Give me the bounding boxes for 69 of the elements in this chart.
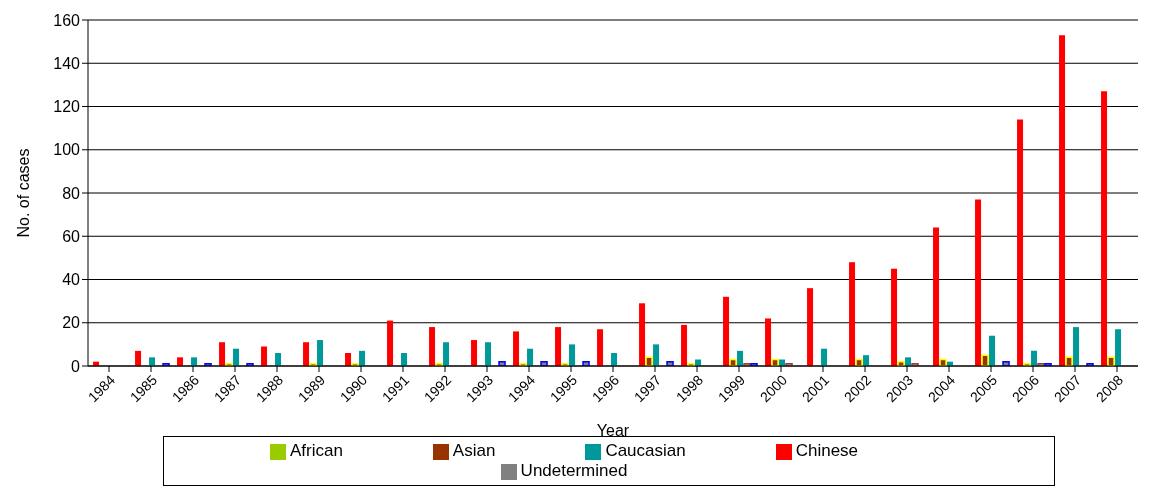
bar bbox=[771, 358, 779, 366]
bar bbox=[939, 358, 947, 366]
y-tick-label: 120 bbox=[53, 98, 81, 116]
bar bbox=[645, 356, 653, 366]
bar bbox=[849, 262, 856, 366]
bar bbox=[1031, 350, 1038, 366]
bar bbox=[723, 296, 730, 366]
y-tick-label: 40 bbox=[62, 271, 81, 289]
bar bbox=[191, 357, 198, 366]
bar bbox=[681, 324, 688, 366]
bar bbox=[729, 358, 737, 366]
bar bbox=[387, 320, 394, 366]
bar bbox=[863, 355, 870, 366]
y-tick-label: 140 bbox=[53, 54, 81, 72]
bar bbox=[569, 344, 576, 366]
y-tick-label: 0 bbox=[71, 357, 81, 375]
y-axis-title: No. of cases bbox=[14, 148, 32, 238]
bar bbox=[933, 227, 940, 366]
bar bbox=[891, 268, 898, 366]
bar bbox=[1059, 35, 1066, 366]
bar bbox=[303, 342, 310, 366]
bar bbox=[855, 358, 863, 366]
bar bbox=[219, 342, 226, 366]
bar bbox=[807, 288, 814, 366]
bar bbox=[149, 357, 156, 366]
y-tick-label: 80 bbox=[62, 184, 81, 202]
bar bbox=[555, 327, 562, 366]
bar bbox=[821, 348, 828, 366]
bar bbox=[513, 331, 520, 366]
legend-label: Caucasian bbox=[605, 441, 686, 460]
legend-label: Undetermined bbox=[520, 461, 628, 480]
bar bbox=[975, 199, 982, 366]
bar bbox=[401, 353, 408, 366]
bar bbox=[485, 342, 492, 366]
bar bbox=[177, 357, 184, 366]
bar bbox=[597, 329, 604, 366]
bar bbox=[261, 346, 268, 366]
bar bbox=[359, 350, 366, 366]
bar bbox=[611, 353, 618, 366]
bar bbox=[1107, 356, 1115, 366]
x-axis-title: Year bbox=[596, 422, 630, 439]
bar bbox=[1115, 329, 1122, 366]
bar bbox=[1073, 327, 1080, 366]
legend-label: Asian bbox=[452, 441, 496, 460]
bar bbox=[765, 318, 772, 366]
y-tick-label: 160 bbox=[53, 11, 81, 29]
bar bbox=[981, 354, 989, 366]
bar bbox=[527, 348, 534, 366]
bar bbox=[345, 353, 352, 366]
bar bbox=[1065, 356, 1073, 366]
bar bbox=[1101, 91, 1108, 366]
y-tick-label: 20 bbox=[62, 314, 81, 332]
bar bbox=[653, 344, 660, 366]
bar bbox=[1017, 119, 1024, 366]
legend-label: Chinese bbox=[795, 441, 859, 460]
y-tick-label: 100 bbox=[53, 141, 81, 159]
bar bbox=[135, 350, 142, 366]
y-tick-label: 60 bbox=[62, 227, 81, 245]
bar bbox=[737, 350, 744, 366]
bar bbox=[989, 335, 996, 366]
bar bbox=[905, 357, 912, 366]
bar bbox=[275, 353, 282, 366]
bar bbox=[443, 342, 450, 366]
bar bbox=[429, 327, 436, 366]
legend-label: African bbox=[289, 441, 343, 460]
bar bbox=[317, 340, 324, 366]
bar bbox=[233, 348, 240, 366]
bar bbox=[639, 303, 646, 366]
bar bbox=[471, 340, 478, 366]
